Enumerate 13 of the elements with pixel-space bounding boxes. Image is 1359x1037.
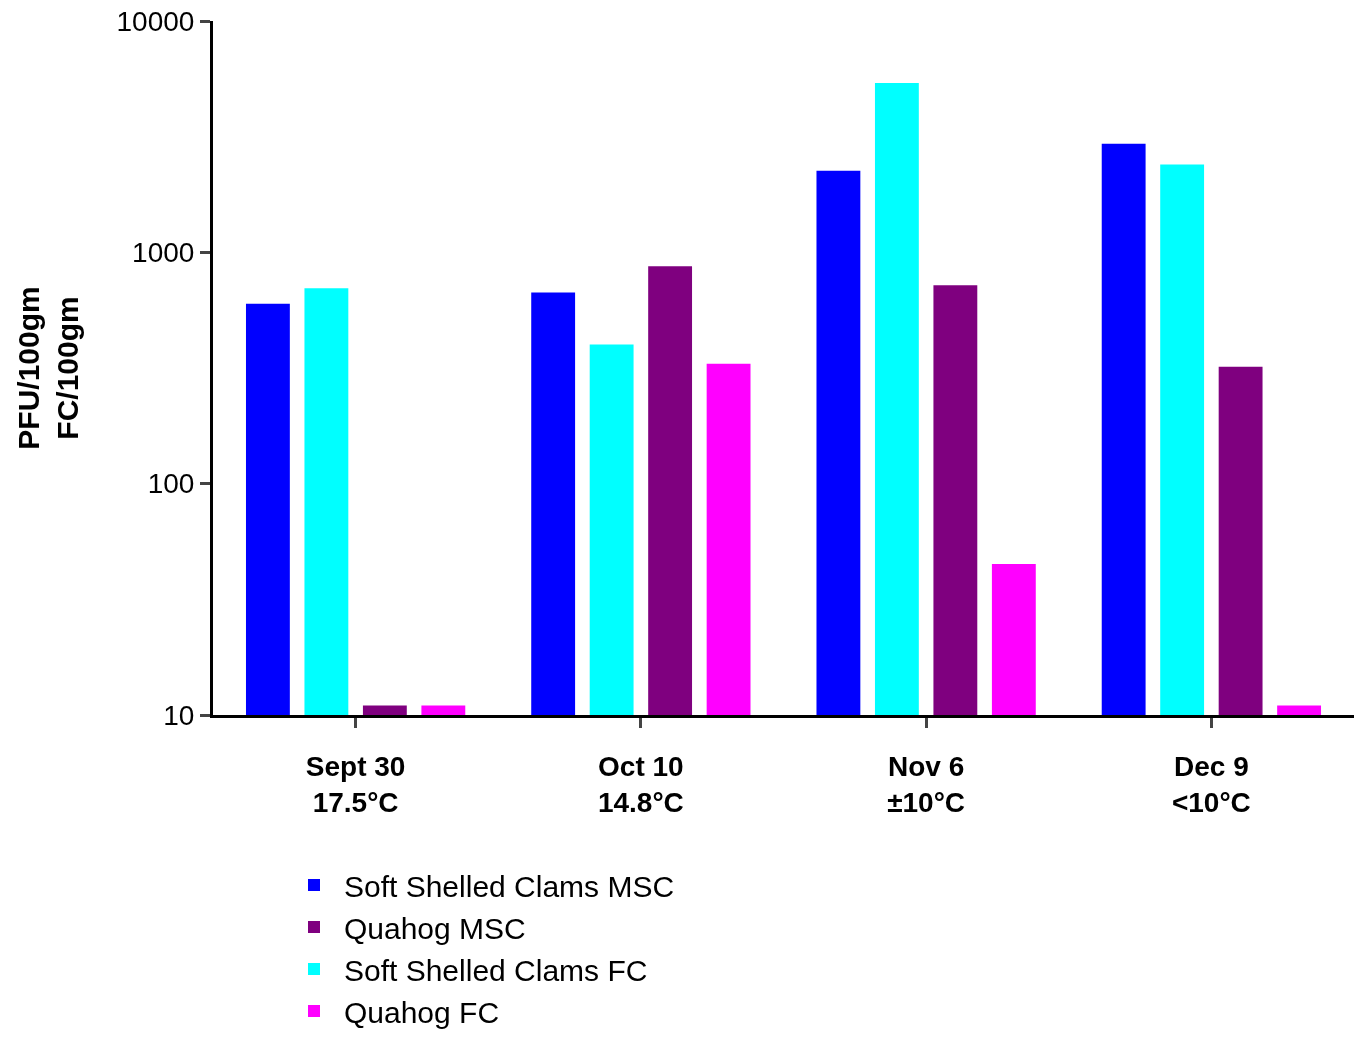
y-tick-label: 100	[147, 468, 195, 500]
x-tick-label: Sept 30 17.5°C	[305, 750, 406, 818]
legend-label: Soft Shelled Clams MSC	[343, 869, 675, 903]
legend-label: Quahog FC	[343, 995, 500, 1029]
y-tick-label: 10	[163, 699, 195, 731]
y-axis-title: PFU/100gm FC/100gm	[11, 286, 84, 450]
legend-label: Soft Shelled Clams FC	[343, 953, 648, 987]
x-tick-label: Oct 10 14.8°C	[597, 750, 684, 818]
y-tick-label: 1000	[132, 237, 195, 269]
x-tick-label: Dec 9 <10°C	[1171, 750, 1251, 818]
x-tick-label: Nov 6 ±10°C	[887, 750, 966, 818]
legend-label: Quahog MSC	[343, 911, 526, 945]
y-tick-label: 10000	[116, 5, 195, 37]
